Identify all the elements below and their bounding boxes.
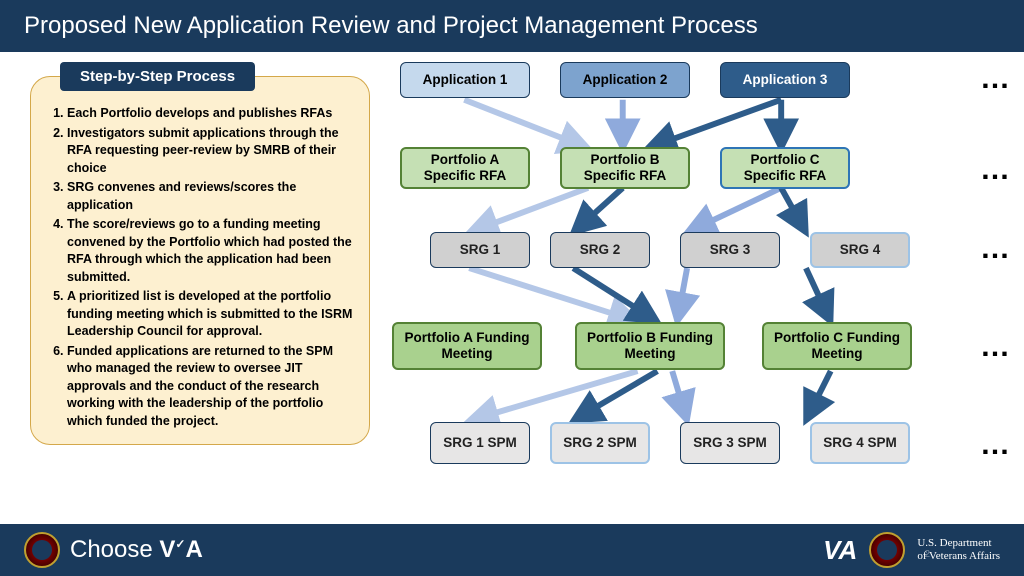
node-srg3: SRG 3 (680, 232, 780, 268)
flowchart-panel: Application 1Application 2Application 3…… (390, 62, 1004, 492)
node-rfa-c: Portfolio C Specific RFA (720, 147, 850, 189)
choose-text: Choose (70, 536, 153, 563)
process-title: Step-by-Step Process (60, 62, 255, 91)
process-step: Investigators submit applications throug… (67, 125, 355, 178)
ellipsis-icon: … (980, 428, 1012, 462)
process-panel: Step-by-Step Process Each Portfolio deve… (30, 62, 370, 492)
process-step: The score/reviews go to a funding meetin… (67, 216, 355, 286)
choose-va-logo: Choose V✓A (70, 536, 203, 564)
node-spm2: SRG 2 SPM (550, 422, 650, 464)
footer-left: Choose V✓A (24, 532, 203, 568)
va-check-icon: ✓ (175, 537, 185, 551)
node-app3: Application 3 (720, 62, 850, 98)
va-seal-icon-2 (869, 532, 905, 568)
node-fm-b: Portfolio B Funding Meeting (575, 322, 725, 370)
process-steps: Each Portfolio develops and publishes RF… (45, 105, 355, 430)
node-fm-c: Portfolio C Funding Meeting (762, 322, 912, 370)
process-step: A prioritized list is developed at the p… (67, 288, 355, 341)
footer: Choose V✓A VA U.S. Department of Veteran… (0, 524, 1024, 576)
va-wordmark: VA (823, 535, 857, 566)
content-area: Step-by-Step Process Each Portfolio deve… (0, 52, 1024, 502)
process-step: Funded applications are returned to the … (67, 343, 355, 431)
va-a: A (185, 536, 202, 563)
node-spm1: SRG 1 SPM (430, 422, 530, 464)
node-rfa-b: Portfolio B Specific RFA (560, 147, 690, 189)
process-step: SRG convenes and reviews/scores the appl… (67, 179, 355, 214)
node-spm3: SRG 3 SPM (680, 422, 780, 464)
ellipsis-icon: … (980, 330, 1012, 364)
slide-title: Proposed New Application Review and Proj… (0, 0, 1024, 52)
node-app2: Application 2 (560, 62, 690, 98)
ellipsis-icon: … (980, 232, 1012, 266)
node-spm4: SRG 4 SPM (810, 422, 910, 464)
page-number: 2 (924, 549, 930, 560)
process-step: Each Portfolio develops and publishes RF… (67, 105, 355, 123)
node-srg4: SRG 4 (810, 232, 910, 268)
process-box: Each Portfolio develops and publishes RF… (30, 76, 370, 445)
flowchart: Application 1Application 2Application 3…… (390, 62, 1004, 492)
va-seal-icon (24, 532, 60, 568)
va-v: V (159, 536, 175, 563)
node-app1: Application 1 (400, 62, 530, 98)
node-rfa-a: Portfolio A Specific RFA (400, 147, 530, 189)
node-fm-a: Portfolio A Funding Meeting (392, 322, 542, 370)
node-srg1: SRG 1 (430, 232, 530, 268)
ellipsis-icon: … (980, 62, 1012, 96)
ellipsis-icon: … (980, 153, 1012, 187)
footer-right: VA U.S. Department of Veterans Affairs (823, 532, 1000, 568)
node-srg2: SRG 2 (550, 232, 650, 268)
